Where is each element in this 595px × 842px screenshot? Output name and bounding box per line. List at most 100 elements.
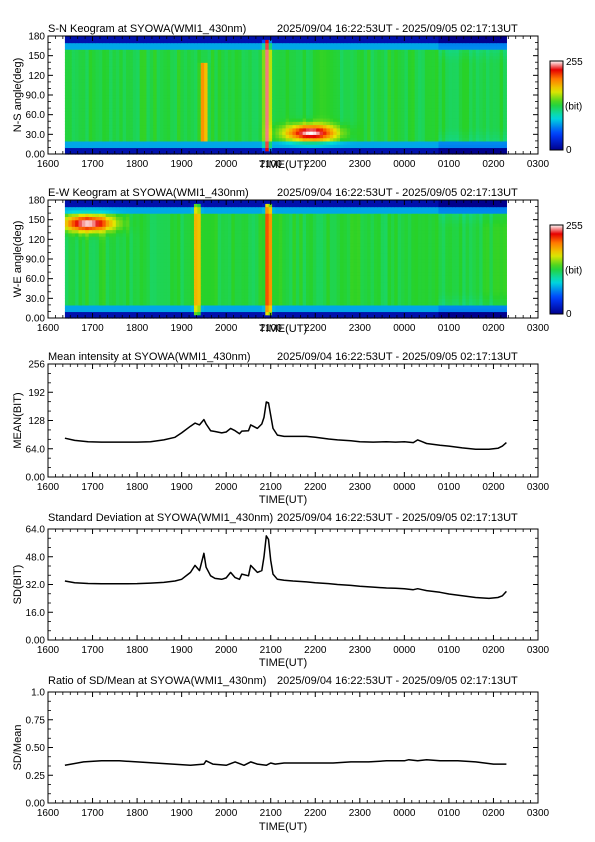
keogram-cell — [109, 104, 114, 109]
keogram-cell — [404, 62, 409, 67]
keogram-cell — [377, 52, 382, 57]
keogram-cell — [112, 81, 117, 86]
keogram-cell — [109, 45, 114, 50]
keogram-cell — [210, 114, 215, 119]
keogram-cell — [455, 124, 460, 129]
keogram-cell — [441, 55, 446, 60]
keogram-cell — [370, 65, 375, 70]
keogram-cell — [285, 124, 290, 129]
keogram-cell — [387, 45, 392, 50]
keogram-cell — [502, 144, 507, 149]
keogram-cell — [394, 134, 399, 139]
keogram-cell — [146, 314, 151, 319]
keogram-cell — [367, 114, 372, 119]
keogram-cell — [424, 111, 429, 116]
keogram-cell — [197, 114, 202, 119]
keogram-cell — [95, 101, 100, 106]
keogram-cell — [319, 131, 324, 135]
keogram-cell — [475, 75, 480, 80]
keogram-cell — [112, 58, 117, 63]
keogram-cell — [149, 65, 154, 70]
keogram-cell — [217, 108, 222, 112]
keogram-cell — [217, 49, 222, 53]
keogram-cell — [346, 137, 351, 142]
keogram-cell — [380, 111, 385, 116]
keogram-cell — [496, 147, 501, 152]
keogram-cell — [275, 134, 280, 139]
keogram-cell — [190, 124, 195, 129]
keogram-cell — [258, 114, 263, 119]
keogram-cell — [394, 78, 399, 83]
keogram-cell — [441, 314, 446, 319]
keogram-cell — [200, 39, 205, 44]
keogram-cell — [485, 81, 490, 86]
keogram-cell — [438, 131, 443, 135]
keogram-cell — [407, 144, 412, 149]
keogram-cell — [221, 49, 226, 53]
keogram-cell — [176, 36, 181, 40]
keogram-cell — [149, 111, 154, 116]
keogram-cell — [414, 127, 419, 132]
keogram-cell — [268, 58, 273, 63]
keogram-cell — [136, 150, 141, 155]
keogram-cell — [414, 104, 419, 109]
keogram-cell — [197, 134, 202, 139]
keogram-cell — [265, 36, 270, 40]
keogram-cell — [394, 58, 399, 63]
keogram-cell — [502, 75, 507, 80]
keogram-cell — [465, 72, 470, 76]
keogram-cell — [346, 117, 351, 122]
keogram-cell — [319, 65, 324, 70]
keogram-cell — [380, 68, 385, 73]
keogram-cell — [312, 95, 317, 99]
keogram-cell — [275, 121, 280, 126]
keogram-cell — [435, 147, 440, 152]
keogram-cell — [339, 121, 344, 126]
keogram-cell — [499, 85, 504, 90]
keogram-cell — [160, 131, 165, 135]
keogram-cell — [401, 78, 406, 83]
keogram-cell — [166, 49, 171, 53]
keogram-cell — [136, 42, 141, 47]
keogram-cell — [363, 72, 368, 76]
keogram-cell — [397, 140, 402, 145]
keogram-cell — [475, 42, 480, 47]
keogram-cell — [384, 45, 389, 50]
keogram-cell — [401, 58, 406, 63]
keogram-cell — [339, 98, 344, 103]
keogram-cell — [261, 68, 266, 73]
keogram-cell — [238, 49, 243, 53]
keogram-cell — [333, 114, 338, 119]
keogram-cell — [438, 95, 443, 99]
keogram-cell — [411, 101, 416, 106]
keogram-cell — [404, 150, 409, 155]
keogram-cell — [227, 121, 232, 126]
keogram-cell — [333, 140, 338, 145]
keogram-cell — [441, 121, 446, 126]
keogram-cell — [272, 144, 277, 149]
keogram-cell — [336, 81, 341, 86]
keogram-cell — [132, 147, 137, 152]
keogram-cell — [350, 49, 355, 53]
keogram-cell — [435, 150, 440, 155]
keogram-cell — [278, 137, 283, 142]
keogram-cell — [455, 117, 460, 122]
keogram-cell — [75, 68, 80, 73]
keogram-cell — [75, 144, 80, 149]
keogram-cell — [265, 39, 270, 44]
keogram-cell — [424, 124, 429, 129]
keogram-cell — [251, 117, 256, 122]
keogram-cell — [496, 114, 501, 119]
keogram-cell — [492, 137, 497, 142]
keogram-cell — [166, 131, 171, 135]
keogram-cell — [485, 42, 490, 47]
keogram-cell — [329, 68, 334, 73]
keogram-cell — [160, 124, 165, 129]
keogram-cell — [81, 42, 86, 47]
keogram-cell — [360, 68, 365, 73]
keogram-cell — [431, 88, 436, 93]
keogram-cell — [180, 75, 185, 80]
keogram-cell — [479, 45, 484, 50]
keogram-cell — [115, 131, 120, 135]
keogram-cell — [200, 137, 205, 142]
